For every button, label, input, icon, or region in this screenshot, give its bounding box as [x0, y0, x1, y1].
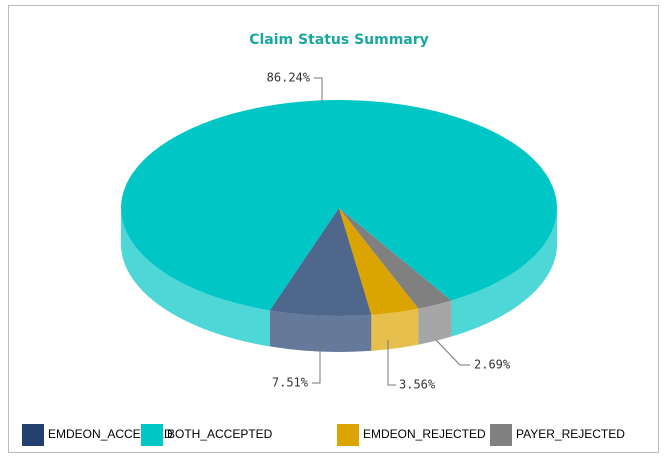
slice-side: [121, 208, 270, 347]
leader-line: [387, 340, 396, 386]
legend-label: PAYER_REJECTED: [516, 427, 625, 441]
value-label: 2.69%: [474, 358, 511, 372]
value-labels: 7.51% 86.24% 3.56% 2.69%: [267, 71, 511, 392]
value-label: 7.51%: [272, 376, 309, 390]
side-shade: [371, 308, 419, 351]
legend-swatch: [337, 424, 359, 446]
side-shade: [451, 208, 557, 337]
legend-label: EMDEON_REJECTED: [363, 427, 486, 441]
pie: [121, 99, 557, 352]
value-label: 86.24%: [267, 71, 311, 85]
slice-side: [371, 308, 419, 351]
leader-line: [435, 339, 470, 366]
legend-label: BOTH_ACCEPTED: [167, 427, 273, 441]
slice: [121, 99, 557, 311]
legend-swatch: [490, 424, 512, 446]
slice: [339, 208, 452, 309]
side-shade: [269, 310, 372, 352]
legend-swatch: [22, 424, 44, 446]
slice-side: [451, 208, 557, 337]
slice-side: [418, 300, 452, 345]
side-shade: [121, 208, 270, 347]
slice: [269, 208, 372, 316]
slice: [339, 208, 419, 315]
value-label: 3.56%: [399, 378, 436, 392]
top-shade: [269, 208, 372, 316]
legend-swatch: [141, 424, 163, 446]
slice-side: [269, 310, 372, 352]
chart-title: Claim Status Summary: [249, 32, 429, 48]
side-shade: [418, 300, 452, 345]
leader-line: [312, 340, 321, 384]
leader-line: [314, 77, 323, 103]
